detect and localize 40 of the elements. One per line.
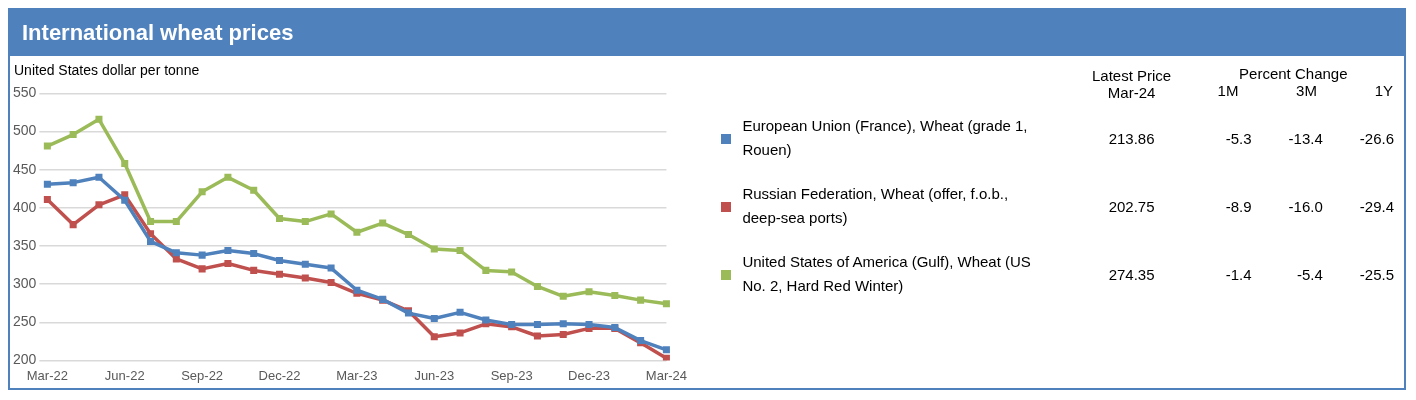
y-tick-label: 300 [13,274,37,291]
y-tick-label: 400 [13,198,37,215]
y-tick-label: 200 [13,351,37,368]
x-tick-label: Dec-23 [568,367,610,383]
text: -5.3 [1224,128,1253,149]
x-tick-label: Sep-22 [181,367,224,383]
text: 274.35 [1107,264,1156,285]
x-tick-label: Dec-22 [258,367,301,383]
legend-label: United States of America (Gulf), Wheat (US No. 2, Hard Red Winter) [741,252,1032,296]
x-tick-label: Mar-22 [26,367,68,383]
text: -13.4 [1287,128,1324,149]
text: -29.4 [1358,196,1395,217]
text: 202.75 [1107,196,1156,217]
y-tick-label: 350 [13,236,37,253]
text: -16.0 [1287,196,1324,217]
y-tick-label: 450 [13,160,37,177]
x-tick-label: Jun-23 [414,367,455,383]
text: 3M [1296,82,1317,99]
text: Latest Price [1091,67,1172,84]
x-tick-label: Mar-24 [645,367,688,383]
text: 1Y [1374,82,1393,99]
chart-title: International wheat prices [10,10,1404,56]
legend-label: European Union (France), Wheat (grade 1, Rouen) [741,116,1029,160]
text: -26.6 [1358,128,1395,149]
y-axis-title: United States dollar per tonne [14,62,200,78]
text: Mar-24 [1107,84,1156,101]
text: Percent Change [1238,65,1349,82]
legend-label: Russian Federation, Wheat (offer, f.o.b., deep-sea ports) [741,184,1010,228]
text: -8.9 [1224,196,1253,217]
text: -5.4 [1295,264,1324,285]
x-tick-label: Sep-23 [490,367,533,383]
text: -1.4 [1224,264,1253,285]
y-tick-label: 250 [13,313,37,330]
text: 213.86 [1107,128,1156,149]
x-tick-label: Jun-22 [104,367,145,383]
y-tick-label: 550 [13,84,37,101]
text: 1M [1217,82,1239,99]
y-tick-label: 500 [13,122,37,139]
x-tick-label: Mar-23 [336,367,378,383]
text: -25.5 [1358,264,1395,285]
